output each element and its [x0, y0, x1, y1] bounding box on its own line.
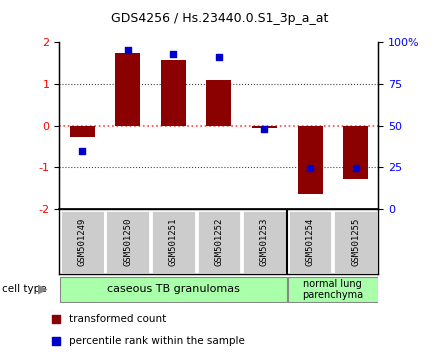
Point — [307, 165, 314, 171]
Text: ▶: ▶ — [38, 283, 48, 296]
FancyBboxPatch shape — [333, 210, 378, 274]
FancyBboxPatch shape — [288, 210, 332, 274]
Text: GSM501249: GSM501249 — [78, 217, 87, 266]
Point — [261, 126, 268, 132]
Text: GSM501255: GSM501255 — [351, 217, 360, 266]
FancyBboxPatch shape — [106, 210, 150, 274]
Bar — [297, 126, 323, 194]
Text: GSM501250: GSM501250 — [123, 217, 132, 266]
Bar — [70, 126, 95, 137]
FancyBboxPatch shape — [151, 210, 196, 274]
Text: GSM501251: GSM501251 — [169, 217, 178, 266]
Text: cell type: cell type — [2, 284, 47, 295]
Point — [170, 51, 177, 57]
Point — [124, 47, 131, 53]
Text: GDS4256 / Hs.23440.0.S1_3p_a_at: GDS4256 / Hs.23440.0.S1_3p_a_at — [111, 12, 329, 25]
Text: normal lung
parenchyma: normal lung parenchyma — [302, 279, 363, 300]
Bar — [343, 126, 368, 179]
Text: GSM501254: GSM501254 — [305, 217, 315, 266]
Bar — [206, 80, 231, 126]
FancyBboxPatch shape — [60, 277, 287, 302]
Bar — [115, 53, 140, 126]
Point — [216, 54, 223, 60]
FancyBboxPatch shape — [60, 210, 105, 274]
Point — [52, 338, 59, 343]
Point — [352, 165, 359, 171]
FancyBboxPatch shape — [242, 210, 287, 274]
Point — [79, 149, 86, 154]
Text: caseous TB granulomas: caseous TB granulomas — [107, 284, 240, 295]
Text: transformed count: transformed count — [69, 314, 166, 324]
FancyBboxPatch shape — [288, 277, 378, 302]
Text: GSM501253: GSM501253 — [260, 217, 269, 266]
Text: percentile rank within the sample: percentile rank within the sample — [69, 336, 245, 346]
FancyBboxPatch shape — [197, 210, 241, 274]
Bar — [252, 126, 277, 128]
Point — [52, 316, 59, 321]
Text: GSM501252: GSM501252 — [214, 217, 224, 266]
Bar — [161, 60, 186, 126]
